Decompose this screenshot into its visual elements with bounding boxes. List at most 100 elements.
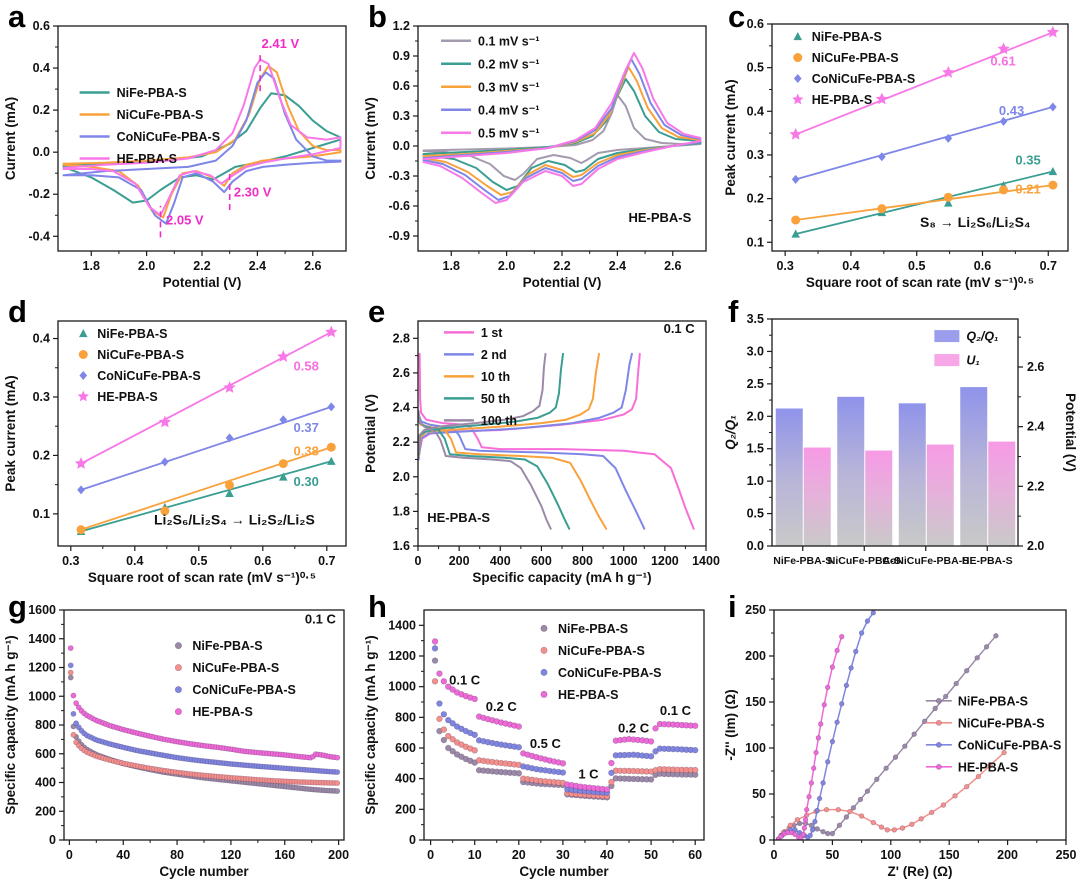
svg-text:600: 600 [395, 741, 416, 755]
panel-c: c 0.3 0.4 0.5 0.6 0.7 0.1 0.2 0.3 0.4 0.5 0.6 Squar… [720, 0, 1080, 295]
svg-text:0.4: 0.4 [33, 332, 50, 346]
svg-text:0.1: 0.1 [747, 235, 764, 249]
panel-i-plot: 0 50 100 150 200 250 0 50 100 150 200 250 Z' (Re) (Ω… [723, 603, 1076, 879]
svg-text:2.2: 2.2 [553, 259, 570, 273]
svg-text:0.3: 0.3 [33, 390, 50, 404]
svg-text:Specific capacity (mA h g⁻¹): Specific capacity (mA h g⁻¹) [363, 635, 378, 814]
svg-text:-0.6: -0.6 [388, 199, 410, 213]
svg-text:0.7: 0.7 [1040, 259, 1057, 273]
svg-text:0.4 mV s⁻¹: 0.4 mV s⁻¹ [478, 103, 540, 117]
svg-text:0.4: 0.4 [747, 104, 764, 118]
svg-text:1400: 1400 [28, 632, 56, 646]
svg-text:0: 0 [409, 833, 416, 847]
svg-text:NiCuFe-PBA-S: NiCuFe-PBA-S [812, 51, 899, 65]
svg-text:0.2: 0.2 [33, 448, 50, 462]
svg-text:1200: 1200 [651, 554, 679, 568]
svg-text:0.61: 0.61 [990, 53, 1015, 68]
svg-text:800: 800 [395, 710, 416, 724]
svg-text:NiFe-PBA-S: NiFe-PBA-S [117, 86, 187, 100]
svg-text:800: 800 [35, 718, 56, 732]
svg-text:2.05 V: 2.05 V [166, 213, 204, 228]
svg-text:NiFe-PBA-S: NiFe-PBA-S [192, 639, 262, 653]
panel-a-plot: 1.8 2.0 2.2 2.4 2.6 -0.4 -0.2 0.0 0.2 0.4 0.6 Poten… [3, 19, 347, 290]
panel-i: i 0 50 100 150 200 250 0 50 100 150 200 250 Z' (Re) … [720, 590, 1080, 884]
panel-h-plot: 0 10 20 30 40 50 600200400600800100012001400Cy… [363, 609, 705, 879]
panel-h: h 0 10 20 30 40 50 60 0 200 400 600 800 1000 1200 1400… [360, 590, 720, 884]
svg-text:NiFe-PBA-S: NiFe-PBA-S [958, 694, 1028, 708]
svg-text:Current (mV): Current (mV) [363, 97, 378, 180]
svg-text:2.6: 2.6 [664, 259, 681, 273]
panel-letter-a: a [8, 0, 26, 34]
svg-text:2.0: 2.0 [393, 470, 410, 484]
svg-text:HE-PBA-S: HE-PBA-S [558, 688, 618, 702]
svg-text:0.2: 0.2 [33, 103, 50, 117]
svg-text:0.1 C: 0.1 C [660, 703, 692, 718]
svg-text:2.5: 2.5 [747, 377, 764, 391]
svg-text:Square root of scan rate (mV s: Square root of scan rate (mV s⁻¹)⁰·⁵ [806, 275, 1034, 290]
svg-text:1200: 1200 [388, 649, 416, 663]
svg-text:50: 50 [644, 848, 658, 862]
svg-text:0: 0 [759, 833, 766, 847]
svg-text:150: 150 [939, 848, 960, 862]
svg-text:120: 120 [220, 848, 241, 862]
svg-text:NiCuFe-PBA-S: NiCuFe-PBA-S [192, 661, 279, 675]
svg-text:NiFe-PBA-S: NiFe-PBA-S [773, 555, 832, 567]
svg-text:HE-PBA-S: HE-PBA-S [962, 555, 1013, 567]
panel-letter-b: b [368, 0, 387, 34]
svg-text:0.5 C: 0.5 C [530, 736, 562, 751]
svg-text:CoNiCuFe-PBA-S: CoNiCuFe-PBA-S [812, 72, 915, 86]
svg-text:Current (mA): Current (mA) [3, 97, 18, 180]
svg-text:0.0: 0.0 [33, 145, 50, 159]
svg-text:S₈ → Li₂S₆/Li₂S₄: S₈ → Li₂S₆/Li₂S₄ [920, 214, 1031, 230]
svg-text:2.8: 2.8 [393, 331, 410, 345]
panel-d: d 0.3 0.4 0.5 0.6 0.7 0.1 0.2 0.3 0.4 Square root… [0, 295, 360, 590]
svg-text:0.1 C: 0.1 C [305, 612, 337, 627]
svg-text:200: 200 [395, 802, 416, 816]
svg-text:200: 200 [745, 649, 766, 663]
panel-letter-h: h [368, 589, 387, 624]
svg-text:HE-PBA-S: HE-PBA-S [427, 510, 490, 525]
svg-text:200: 200 [328, 848, 349, 862]
svg-text:0.1 C: 0.1 C [664, 321, 696, 336]
svg-text:0.4: 0.4 [33, 61, 50, 75]
svg-text:250: 250 [745, 603, 766, 617]
svg-text:0.21: 0.21 [1015, 181, 1040, 196]
svg-text:0.6: 0.6 [747, 17, 764, 31]
svg-text:NiFe-PBA-S: NiFe-PBA-S [97, 327, 167, 341]
svg-text:0.5 mV s⁻¹: 0.5 mV s⁻¹ [478, 126, 540, 140]
svg-text:0.0: 0.0 [747, 539, 764, 553]
svg-text:Square root of scan rate (mV s: Square root of scan rate (mV s⁻¹)⁰·⁵ [88, 570, 316, 585]
svg-text:600: 600 [35, 747, 56, 761]
svg-text:20: 20 [512, 848, 526, 862]
svg-text:CoNiCuFe-PBA-S: CoNiCuFe-PBA-S [958, 738, 1061, 752]
svg-text:2 nd: 2 nd [481, 348, 507, 362]
svg-text:HE-PBA-S: HE-PBA-S [628, 210, 691, 225]
svg-text:HE-PBA-S: HE-PBA-S [117, 152, 177, 166]
svg-text:0.38: 0.38 [294, 443, 319, 458]
svg-text:600: 600 [531, 554, 552, 568]
svg-text:150: 150 [745, 695, 766, 709]
svg-text:0: 0 [427, 848, 434, 862]
svg-text:100: 100 [880, 848, 901, 862]
svg-text:1 C: 1 C [578, 767, 599, 782]
svg-text:0.9: 0.9 [393, 49, 410, 63]
svg-text:200: 200 [997, 848, 1018, 862]
svg-text:2.41 V: 2.41 V [262, 36, 300, 51]
panel-letter-e: e [368, 294, 386, 329]
svg-text:NiCuFe-PBA-S: NiCuFe-PBA-S [97, 348, 184, 362]
panel-e: e 0 200 400 600 800 1000 1200 1400 1.6 1.8 2.0 2.2 2… [360, 295, 720, 590]
panel-b-plot: 1.8 2.0 2.2 2.4 2.6 -0.9 -0.6 -0.3 0.0 0.3 0.6 0.9 1… [363, 19, 707, 290]
svg-text:CoNiCuFe-PBA-S: CoNiCuFe-PBA-S [558, 666, 661, 680]
svg-text:Potential (V): Potential (V) [523, 275, 602, 290]
svg-text:0.1 C: 0.1 C [449, 672, 481, 687]
svg-text:0.3: 0.3 [747, 148, 764, 162]
svg-text:-0.3: -0.3 [388, 169, 410, 183]
svg-text:NiCuFe-PBA-S: NiCuFe-PBA-S [958, 716, 1045, 730]
svg-text:0: 0 [66, 848, 73, 862]
svg-text:0: 0 [415, 554, 422, 568]
svg-text:0.2 C: 0.2 C [618, 721, 650, 736]
svg-text:U₁: U₁ [966, 354, 979, 368]
svg-text:200: 200 [449, 554, 470, 568]
svg-text:2.2: 2.2 [393, 435, 410, 449]
